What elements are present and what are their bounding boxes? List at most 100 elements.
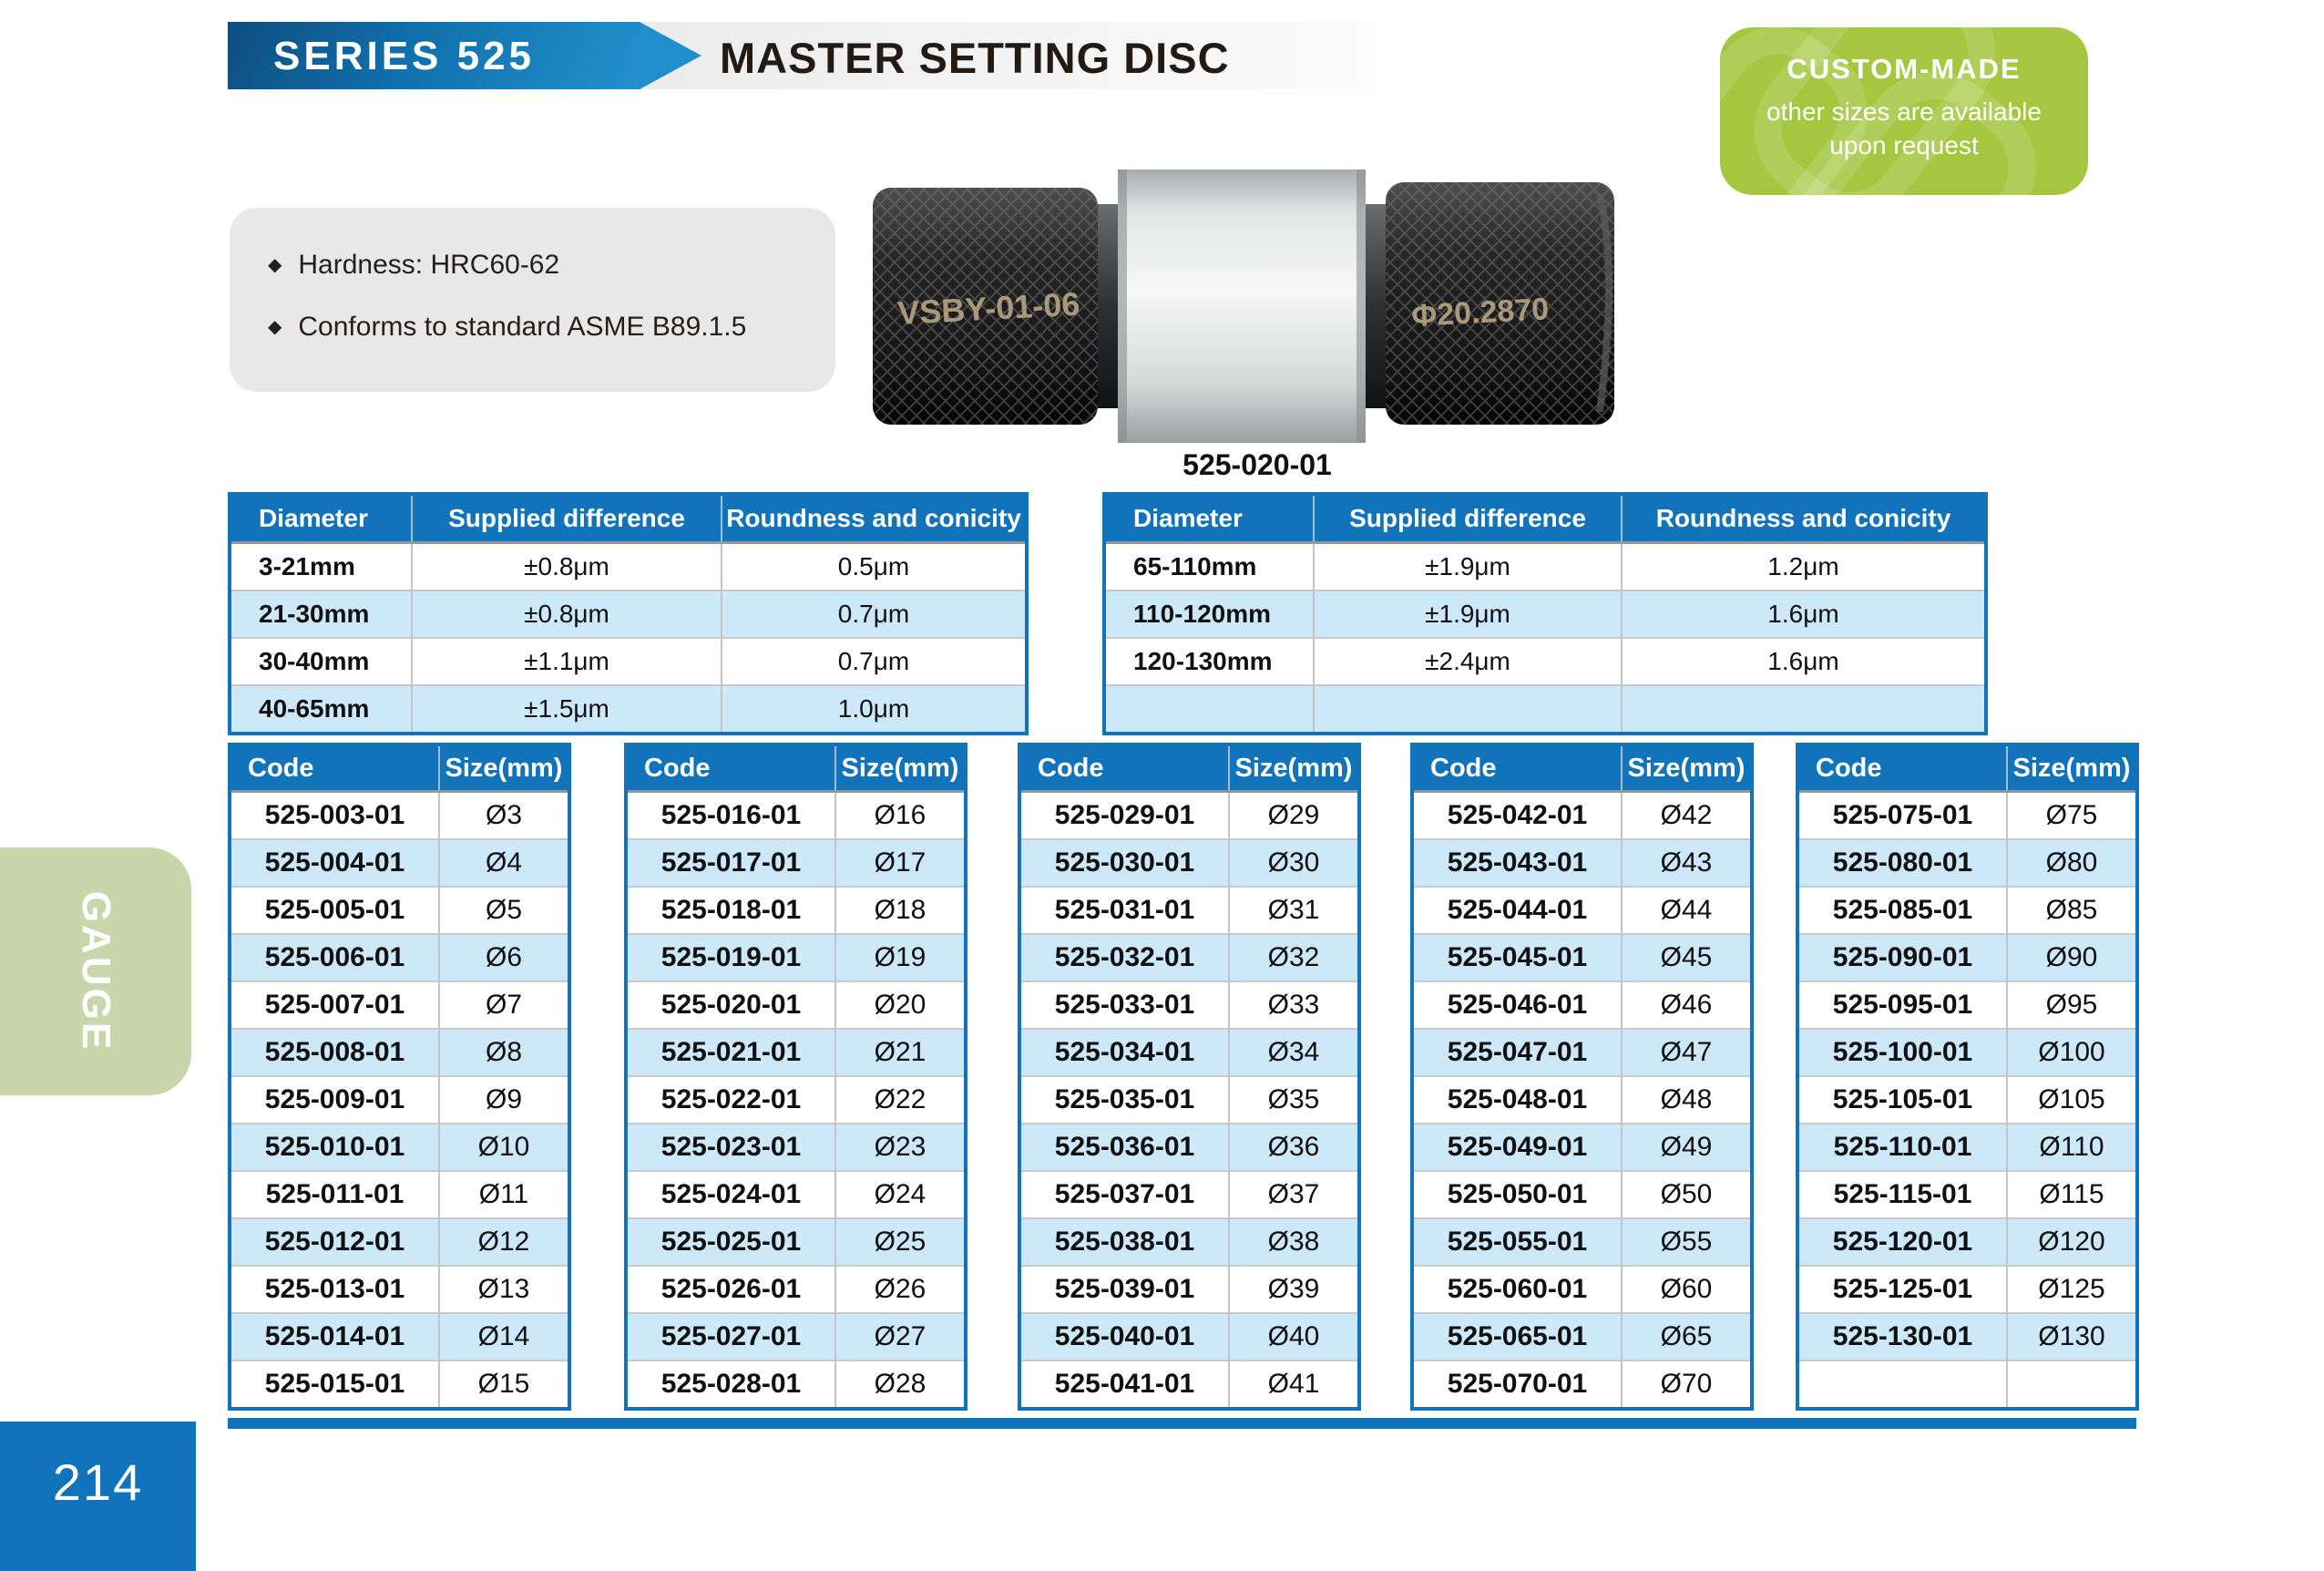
table-row: 525-047-01 Ø47 [1412,1028,1752,1076]
series-arrow-banner: SERIES 525 [228,22,701,89]
table-cell: Ø9 [438,1075,569,1124]
table-cell: Ø12 [438,1217,569,1266]
table-row: 525-003-01 Ø3 [230,791,569,839]
table-cell: 120-130mm [1104,637,1314,685]
table-row: 525-007-01 Ø7 [230,981,569,1029]
table-cell: Ø26 [834,1265,966,1313]
table-cell: Ø55 [1621,1217,1752,1266]
table-cell: 525-042-01 [1447,800,1588,830]
table-cell: 525-017-01 [626,838,835,887]
table-cell: 525-036-01 [1019,1123,1229,1171]
table-cell: Ø36 [1228,1123,1359,1171]
table-cell: 525-120-01 [1797,1217,2007,1266]
table-cell: 525-039-01 [1019,1265,1229,1313]
column-header: Roundness and conicity [1621,494,1986,544]
badge-title: CUSTOM-MADE [1787,53,2022,85]
table-cell: 1.0μm [721,684,1027,734]
table-row: 525-005-01 Ø5 [230,886,569,934]
table-cell [1104,684,1314,734]
table-cell: 65-110mm [1133,552,1257,580]
table-cell: Ø33 [1228,981,1359,1029]
table-cell: 525-024-01 [626,1170,835,1218]
table-row [1104,684,1986,734]
table-row: 525-031-01 Ø31 [1019,886,1359,934]
table-cell: 525-021-01 [626,1028,835,1076]
table-row: 525-027-01 Ø27 [626,1312,966,1361]
table-row: 40-65mm ±1.5μm 1.0μm [230,684,1027,734]
table-cell: ±1.9μm [1313,542,1622,590]
header-row: Code Size(mm) [1412,744,1752,793]
table-cell: 525-008-01 [230,1028,439,1076]
table-cell: 525-015-01 [230,1360,439,1409]
table-row: 525-075-01 Ø75 [1797,791,2137,839]
table-cell: Ø100 [2006,1028,2137,1076]
table-cell: 525-019-01 [626,933,835,981]
footer-rule [228,1418,2136,1429]
table-cell: Ø47 [1621,1028,1752,1076]
table-cell: Ø85 [2006,886,2137,934]
table-row: 525-039-01 Ø39 [1019,1265,1359,1313]
table-cell: 525-115-01 [1797,1170,2007,1218]
table-cell: 525-090-01 [1797,933,2007,981]
diamond-bullet-icon: ◆ [268,255,282,275]
table-cell: Ø35 [1228,1075,1359,1124]
table-row: 525-070-01 Ø70 [1412,1360,1752,1409]
table-cell: Ø19 [834,933,966,981]
table-cell: 525-005-01 [230,886,439,934]
table-cell: Ø60 [1621,1265,1752,1313]
table-cell: Ø45 [1621,933,1752,981]
table-row: 525-038-01 Ø38 [1019,1217,1359,1266]
table-cell: ±1.1μm [411,637,722,685]
table-cell: Ø43 [1621,838,1752,887]
table-cell: 525-006-01 [230,933,439,981]
header-row: Code Size(mm) [1797,744,2137,793]
table-cell: Ø34 [1228,1028,1359,1076]
table-row: 525-043-01 Ø43 [1412,838,1752,887]
table-cell: Ø8 [438,1028,569,1076]
table-cell: 525-038-01 [1019,1217,1229,1266]
table-cell: 1.6μm [1621,590,1986,638]
master-setting-disc-image: VSBY-01-06 Φ20.2870 [873,169,1614,443]
table-row: 30-40mm ±1.1μm 0.7μm [230,637,1027,685]
table-cell: 525-047-01 [1412,1028,1622,1076]
table-cell: 525-105-01 [1797,1075,2007,1124]
table-cell: Ø21 [834,1028,966,1076]
table-cell: 525-007-01 [230,981,439,1029]
table-cell: Ø42 [1621,791,1752,839]
table-cell [2006,1360,2137,1409]
table-row: 525-037-01 Ø37 [1019,1170,1359,1218]
table-cell: Ø40 [1228,1312,1359,1361]
table-cell: Ø5 [438,886,569,934]
table-cell: 525-014-01 [230,1312,439,1361]
table-cell: Ø49 [1621,1123,1752,1171]
table-cell: 525-037-01 [1019,1170,1229,1218]
table-cell: 525-020-01 [626,981,835,1029]
table-row: 525-033-01 Ø33 [1019,981,1359,1029]
table-row: 525-048-01 Ø48 [1412,1075,1752,1124]
code-table-3: Code Size(mm) 525-029-01 Ø29 525-030-01 Ø30 5… [1018,743,1361,1411]
table-cell: Ø31 [1228,886,1359,934]
table-row: 110-120mm ±1.9μm 1.6μm [1104,590,1986,638]
table-cell: ±1.9μm [1313,590,1622,638]
table-row: 525-044-01 Ø44 [1412,886,1752,934]
table-cell [1313,684,1622,734]
table-row: 525-036-01 Ø36 [1019,1123,1359,1171]
feature-item: ◆ Hardness: HRC60-62 [268,250,835,281]
table-cell: 525-012-01 [230,1217,439,1266]
feature-text: Hardness: HRC60-62 [298,250,560,280]
table-cell: Ø38 [1228,1217,1359,1266]
table-cell: 3-21mm [259,552,355,580]
table-cell: 525-100-01 [1797,1028,2007,1076]
diamond-bullet-icon: ◆ [268,317,282,337]
table-cell: 525-043-01 [1412,838,1622,887]
table-cell: ±0.8μm [411,590,722,638]
table-cell: Ø7 [438,981,569,1029]
table-cell [1797,1360,2007,1409]
table-cell: Ø41 [1228,1360,1359,1409]
table-cell: 525-009-01 [230,1075,439,1124]
spec-table-large-diameters: Diameter Supplied difference Roundness and… [1102,492,1988,735]
page-number-box: 214 [0,1422,196,1571]
table-cell: Ø130 [2006,1312,2137,1361]
table-row: 525-009-01 Ø9 [230,1075,569,1124]
table-cell: 525-110-01 [1797,1123,2007,1171]
